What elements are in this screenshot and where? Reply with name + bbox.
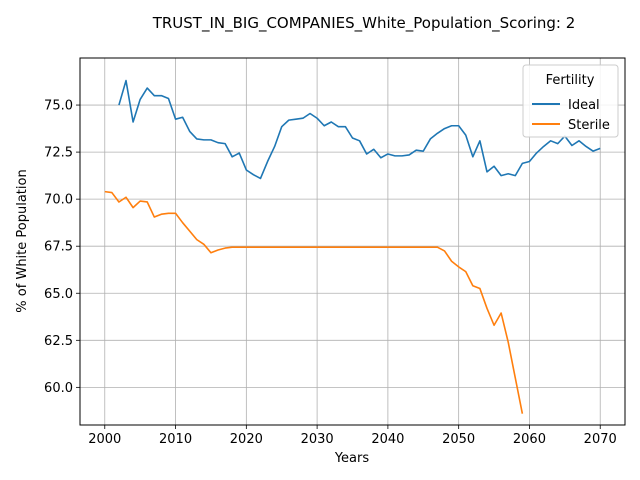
y-tick-label: 70.0 [44,193,73,208]
x-tick-label: 2030 [301,432,334,447]
x-tick-label: 2060 [513,432,546,447]
chart-title: TRUST_IN_BIG_COMPANIES_White_Population_… [152,14,576,33]
x-tick-label: 2010 [159,432,192,447]
plot-frame [79,57,626,426]
y-tick-label: 65.0 [44,287,73,302]
legend-title: Fertility [546,73,595,88]
x-tick-label: 2000 [88,432,121,447]
plot-area [104,79,601,414]
x-axis-ticks: 2000 2010 2020 2030 2040 2050 2060 2070 [88,425,617,447]
series-line-sterile [104,190,524,414]
x-tick-label: 2040 [371,432,404,447]
y-tick-label: 60.0 [44,381,73,396]
legend: Fertility Ideal Sterile [522,64,619,138]
x-tick-label: 2020 [230,432,263,447]
series-line-ideal [118,79,601,180]
y-tick-label: 62.5 [44,334,73,349]
y-tick-label: 72.5 [44,146,73,161]
y-tick-label: 75.0 [44,99,73,114]
y-axis-ticks: 60.0 62.5 65.0 67.5 70.0 72.5 75.0 [44,99,80,396]
y-tick-label: 67.5 [44,240,73,255]
legend-box [522,64,619,138]
y-axis-label: % of White Population [15,169,30,312]
x-tick-label: 2070 [584,432,617,447]
legend-label-sterile: Sterile [568,118,610,133]
x-tick-label: 2050 [442,432,475,447]
x-axis-label: Years [334,451,370,466]
legend-label-ideal: Ideal [568,98,600,113]
